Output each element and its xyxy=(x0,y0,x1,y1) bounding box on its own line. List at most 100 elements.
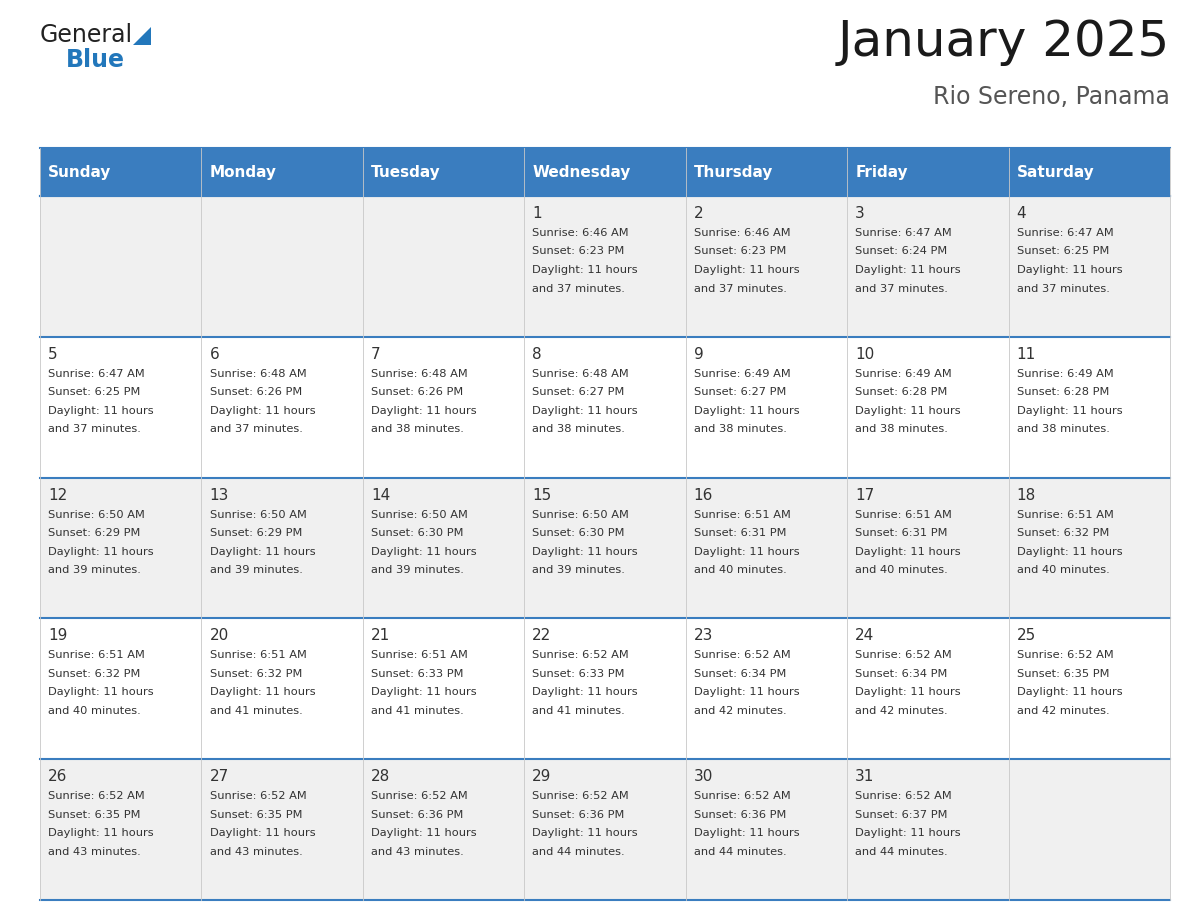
Bar xyxy=(524,619,685,759)
Text: Sunset: 6:35 PM: Sunset: 6:35 PM xyxy=(1017,669,1110,679)
Text: Daylight: 11 hours: Daylight: 11 hours xyxy=(48,688,153,698)
Text: Daylight: 11 hours: Daylight: 11 hours xyxy=(371,406,476,416)
Bar xyxy=(685,337,847,477)
Text: 21: 21 xyxy=(371,629,390,644)
Bar xyxy=(202,196,362,337)
Text: Wednesday: Wednesday xyxy=(532,164,631,180)
Text: Daylight: 11 hours: Daylight: 11 hours xyxy=(532,688,638,698)
Text: 10: 10 xyxy=(855,347,874,362)
Text: Sunrise: 6:52 AM: Sunrise: 6:52 AM xyxy=(532,650,630,660)
Text: Sunset: 6:28 PM: Sunset: 6:28 PM xyxy=(1017,387,1110,397)
Text: Sunrise: 6:52 AM: Sunrise: 6:52 AM xyxy=(855,791,952,801)
Text: and 38 minutes.: and 38 minutes. xyxy=(1017,424,1110,434)
Text: 3: 3 xyxy=(855,206,865,221)
Text: 13: 13 xyxy=(209,487,229,502)
Text: and 43 minutes.: and 43 minutes. xyxy=(48,846,141,856)
Bar xyxy=(202,477,362,619)
Text: 24: 24 xyxy=(855,629,874,644)
Text: 6: 6 xyxy=(209,347,220,362)
Text: Sunrise: 6:52 AM: Sunrise: 6:52 AM xyxy=(371,791,468,801)
Text: Sunrise: 6:46 AM: Sunrise: 6:46 AM xyxy=(532,228,628,238)
Text: Daylight: 11 hours: Daylight: 11 hours xyxy=(855,828,961,838)
Text: Sunrise: 6:49 AM: Sunrise: 6:49 AM xyxy=(1017,369,1113,379)
Text: Daylight: 11 hours: Daylight: 11 hours xyxy=(48,828,153,838)
Text: Sunrise: 6:47 AM: Sunrise: 6:47 AM xyxy=(1017,228,1113,238)
Text: and 40 minutes.: and 40 minutes. xyxy=(694,565,786,575)
Bar xyxy=(40,196,202,337)
Text: Sunset: 6:26 PM: Sunset: 6:26 PM xyxy=(209,387,302,397)
Text: Sunset: 6:30 PM: Sunset: 6:30 PM xyxy=(371,528,463,538)
Text: Sunset: 6:34 PM: Sunset: 6:34 PM xyxy=(855,669,948,679)
Bar xyxy=(1009,759,1170,900)
Text: Sunrise: 6:47 AM: Sunrise: 6:47 AM xyxy=(48,369,145,379)
Text: Sunset: 6:34 PM: Sunset: 6:34 PM xyxy=(694,669,786,679)
Text: and 40 minutes.: and 40 minutes. xyxy=(1017,565,1110,575)
Text: Sunrise: 6:46 AM: Sunrise: 6:46 AM xyxy=(694,228,790,238)
Bar xyxy=(847,148,1009,196)
Text: Sunrise: 6:48 AM: Sunrise: 6:48 AM xyxy=(209,369,307,379)
Text: Daylight: 11 hours: Daylight: 11 hours xyxy=(371,688,476,698)
Text: Sunset: 6:26 PM: Sunset: 6:26 PM xyxy=(371,387,463,397)
Text: Sunrise: 6:52 AM: Sunrise: 6:52 AM xyxy=(694,650,790,660)
Bar xyxy=(847,477,1009,619)
Bar xyxy=(40,759,202,900)
Text: 14: 14 xyxy=(371,487,390,502)
Bar xyxy=(1009,196,1170,337)
Text: 7: 7 xyxy=(371,347,380,362)
Text: 9: 9 xyxy=(694,347,703,362)
Text: 1: 1 xyxy=(532,206,542,221)
Text: January 2025: January 2025 xyxy=(838,18,1170,66)
Bar xyxy=(362,148,524,196)
Bar xyxy=(1009,477,1170,619)
Text: Sunset: 6:24 PM: Sunset: 6:24 PM xyxy=(855,247,948,256)
Text: Daylight: 11 hours: Daylight: 11 hours xyxy=(694,406,800,416)
Text: Daylight: 11 hours: Daylight: 11 hours xyxy=(855,546,961,556)
Text: Daylight: 11 hours: Daylight: 11 hours xyxy=(209,828,315,838)
Text: Sunrise: 6:51 AM: Sunrise: 6:51 AM xyxy=(48,650,145,660)
Bar xyxy=(362,477,524,619)
Text: Sunset: 6:25 PM: Sunset: 6:25 PM xyxy=(1017,247,1110,256)
Text: Thursday: Thursday xyxy=(694,164,773,180)
Bar xyxy=(685,477,847,619)
Text: 22: 22 xyxy=(532,629,551,644)
Text: and 44 minutes.: and 44 minutes. xyxy=(855,846,948,856)
Bar xyxy=(202,148,362,196)
Text: Sunset: 6:35 PM: Sunset: 6:35 PM xyxy=(209,810,302,820)
Text: Sunrise: 6:52 AM: Sunrise: 6:52 AM xyxy=(855,650,952,660)
Text: Friday: Friday xyxy=(855,164,908,180)
Text: and 41 minutes.: and 41 minutes. xyxy=(371,706,463,716)
Text: Daylight: 11 hours: Daylight: 11 hours xyxy=(532,265,638,275)
Bar xyxy=(362,619,524,759)
Text: Sunset: 6:32 PM: Sunset: 6:32 PM xyxy=(48,669,140,679)
Text: 27: 27 xyxy=(209,769,229,784)
Bar xyxy=(362,196,524,337)
Text: Daylight: 11 hours: Daylight: 11 hours xyxy=(855,265,961,275)
Text: Sunset: 6:29 PM: Sunset: 6:29 PM xyxy=(209,528,302,538)
Text: Sunrise: 6:51 AM: Sunrise: 6:51 AM xyxy=(209,650,307,660)
Text: 25: 25 xyxy=(1017,629,1036,644)
Text: Sunrise: 6:49 AM: Sunrise: 6:49 AM xyxy=(694,369,790,379)
Text: Sunrise: 6:49 AM: Sunrise: 6:49 AM xyxy=(855,369,952,379)
Bar xyxy=(524,759,685,900)
Text: Sunset: 6:25 PM: Sunset: 6:25 PM xyxy=(48,387,140,397)
Bar xyxy=(524,196,685,337)
Text: and 44 minutes.: and 44 minutes. xyxy=(694,846,786,856)
Text: Sunrise: 6:51 AM: Sunrise: 6:51 AM xyxy=(694,509,791,520)
Bar xyxy=(1009,619,1170,759)
Text: and 37 minutes.: and 37 minutes. xyxy=(1017,284,1110,294)
Text: and 42 minutes.: and 42 minutes. xyxy=(1017,706,1110,716)
Text: Sunset: 6:23 PM: Sunset: 6:23 PM xyxy=(532,247,625,256)
Text: Sunset: 6:23 PM: Sunset: 6:23 PM xyxy=(694,247,786,256)
Text: and 42 minutes.: and 42 minutes. xyxy=(855,706,948,716)
Bar xyxy=(202,759,362,900)
Text: and 37 minutes.: and 37 minutes. xyxy=(48,424,141,434)
Text: Sunset: 6:31 PM: Sunset: 6:31 PM xyxy=(855,528,948,538)
Bar xyxy=(847,759,1009,900)
Text: and 43 minutes.: and 43 minutes. xyxy=(209,846,302,856)
Text: and 37 minutes.: and 37 minutes. xyxy=(855,284,948,294)
Text: and 39 minutes.: and 39 minutes. xyxy=(371,565,463,575)
Text: Daylight: 11 hours: Daylight: 11 hours xyxy=(209,406,315,416)
Text: 20: 20 xyxy=(209,629,229,644)
Bar xyxy=(524,148,685,196)
Text: 15: 15 xyxy=(532,487,551,502)
